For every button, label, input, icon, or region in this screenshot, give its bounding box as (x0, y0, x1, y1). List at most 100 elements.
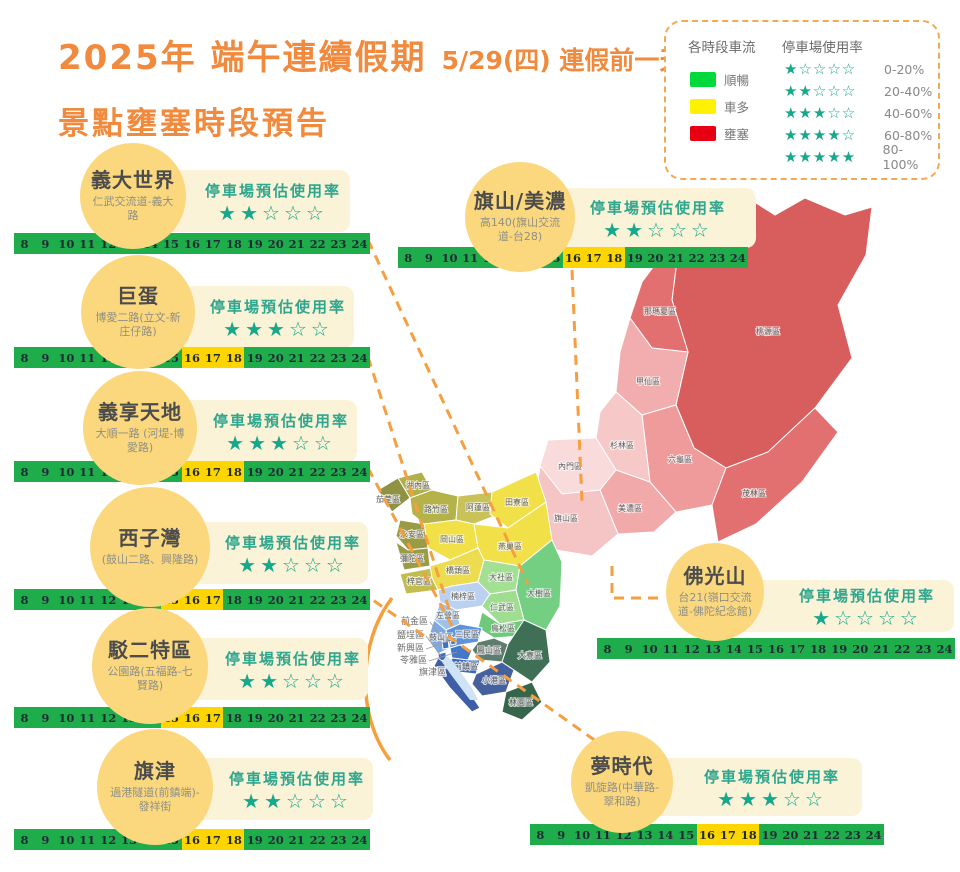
district-label: 阿蓮區 (466, 502, 490, 512)
timeline-hour-cell: 20 (265, 707, 287, 728)
district-前金區 (441, 637, 450, 650)
district-label: 那瑪夏區 (644, 307, 676, 316)
timeline-hour-cell: 11 (76, 829, 98, 850)
connector-sizihwan (359, 589, 431, 642)
timeline-hour-cell: 12 (97, 829, 119, 850)
timeline-hour-cell: 8 (14, 829, 35, 850)
timeline-hour-cell: 8 (14, 347, 35, 368)
timeline-hour-cell: 19 (759, 824, 780, 845)
district-label: 岡山區 (440, 534, 464, 544)
timeline-hour-cell: 24 (349, 347, 370, 368)
district-苓雅區 (449, 644, 473, 661)
flow-label: 壅塞 (724, 127, 750, 142)
flow-color-swatch (690, 72, 716, 87)
district-楠梓區 (437, 581, 491, 611)
usage-legend-item: ★★★★☆ 60-80% (784, 124, 938, 146)
star-rating-icon: ★★★☆☆ (784, 104, 857, 122)
parking-usage-label: 停車場預估使用率 (798, 586, 935, 605)
district-大寮區 (501, 619, 551, 683)
star-rating-icon: ★☆☆☆☆ (784, 60, 857, 78)
parking-usage-label: 停車場預估使用率 (212, 411, 349, 430)
district-label: 彌陀區 (400, 553, 424, 563)
timeline-hour-cell: 20 (849, 638, 871, 659)
timeline-hour-cell: 20 (265, 461, 287, 482)
timeline-hour-cell: 8 (14, 233, 35, 254)
spot-name: 旗津 (134, 758, 176, 783)
district-梓官區 (399, 567, 439, 595)
timeline-hour-cell: 21 (286, 347, 308, 368)
district-label: 田寮區 (505, 497, 529, 507)
district-茂林區 (711, 407, 839, 543)
district-路竹區 (409, 489, 459, 525)
timeline-hour-cell: 17 (583, 247, 604, 268)
district-label: 大樹區 (527, 588, 551, 598)
timeline-hour-cell: 17 (202, 461, 224, 482)
timeline-hour-cell: 22 (307, 589, 329, 610)
district-鳳山區 (471, 637, 509, 663)
usage-range-label: 20-40% (884, 83, 933, 99)
timeline-hour-cell: 22 (307, 829, 329, 850)
connector-eda (366, 239, 530, 585)
title-main: 2025年 端午連續假期 (58, 38, 427, 78)
district-label: 小港區 (482, 675, 506, 685)
star-rating-icon: ★★☆☆☆ (784, 82, 857, 100)
timeline-hour-cell: 22 (686, 247, 707, 268)
spot-panel-dream: 停車場預估使用率 ★★★☆☆ (638, 758, 862, 816)
flow-legend-item: 車多 (690, 93, 749, 120)
spot-road: 凱旋路(中華路-翠和路) (584, 780, 660, 808)
district-甲仙區 (615, 316, 689, 416)
spot-circle-eda: 義大世界 仁武交流道-義大路 (80, 143, 186, 249)
spot-circle-cijin: 旗津 過港隧道(前鎮端)-發祥街 (97, 729, 213, 845)
timeline-hour-cell: 19 (244, 461, 266, 482)
district-田寮區 (489, 471, 547, 529)
timeline-hour-cell: 16 (181, 707, 203, 728)
district-label: 橋頭區 (446, 565, 470, 575)
timeline-hour-cell: 20 (265, 347, 287, 368)
district-美濃區 (599, 469, 677, 535)
timeline-hour-cell: 24 (349, 589, 370, 610)
timeline-hour-cell: 19 (244, 347, 266, 368)
spot-road: 高140(旗山交流道-台28) (479, 215, 561, 243)
timeline-hour-cell: 10 (55, 461, 77, 482)
timeline-hour-cell: 18 (603, 247, 625, 268)
star-rating-icon: ★★★☆☆ (223, 316, 333, 341)
district-六龜區 (641, 404, 727, 513)
district-callout-label: 新興區 (397, 642, 424, 654)
connector-dream (447, 634, 601, 746)
district-橋頭區 (429, 547, 485, 591)
flow-label: 車多 (724, 100, 750, 115)
spot-circle-sizihwan: 西子灣 (鼓山二路、興隆路) (90, 487, 210, 607)
parking-usage-label: 停車場預估使用率 (703, 767, 840, 786)
timeline-hour-cell: 11 (76, 233, 98, 254)
district-label: 杉林區 (610, 440, 634, 450)
district-label: 前鎮區 (454, 661, 478, 671)
timeline-hour-cell: 10 (55, 233, 77, 254)
spot-circle-arena: 巨蛋 博愛二路(立文-新庄仔路) (81, 255, 195, 369)
timeline-hour-cell: 17 (786, 638, 808, 659)
spot-road: 大順一路 (河堤-博愛路) (95, 426, 185, 454)
connector-esky (366, 467, 454, 627)
flow-legend: 順暢 車多 壅塞 (690, 66, 749, 147)
district-label: 左營區 (436, 610, 460, 620)
flow-color-swatch (690, 99, 716, 114)
connector-fgs (610, 566, 662, 600)
district-label: 湖內區 (406, 481, 430, 490)
district-燕巢區 (473, 501, 553, 567)
district-label: 鳥松區 (491, 623, 515, 633)
timeline-hour-cell: 24 (349, 461, 370, 482)
star-rating-icon: ★★★★★ (784, 148, 857, 166)
district-label: 三民區 (455, 630, 479, 639)
district-label: 路竹區 (424, 504, 448, 514)
district-label: 旗山區 (554, 513, 578, 523)
timeline-hour-cell: 16 (181, 347, 203, 368)
timeline-hour-cell: 23 (328, 233, 349, 254)
spot-road: (鼓山二路、興隆路) (101, 552, 199, 566)
parking-usage-label: 停車場預估使用率 (204, 181, 341, 200)
timeline-hour-cell: 9 (34, 347, 56, 368)
timeline-hour-cell: 16 (181, 233, 203, 254)
connector-cishan (570, 269, 584, 503)
spot-road: 公園路(五福路-七賢路) (107, 664, 193, 692)
